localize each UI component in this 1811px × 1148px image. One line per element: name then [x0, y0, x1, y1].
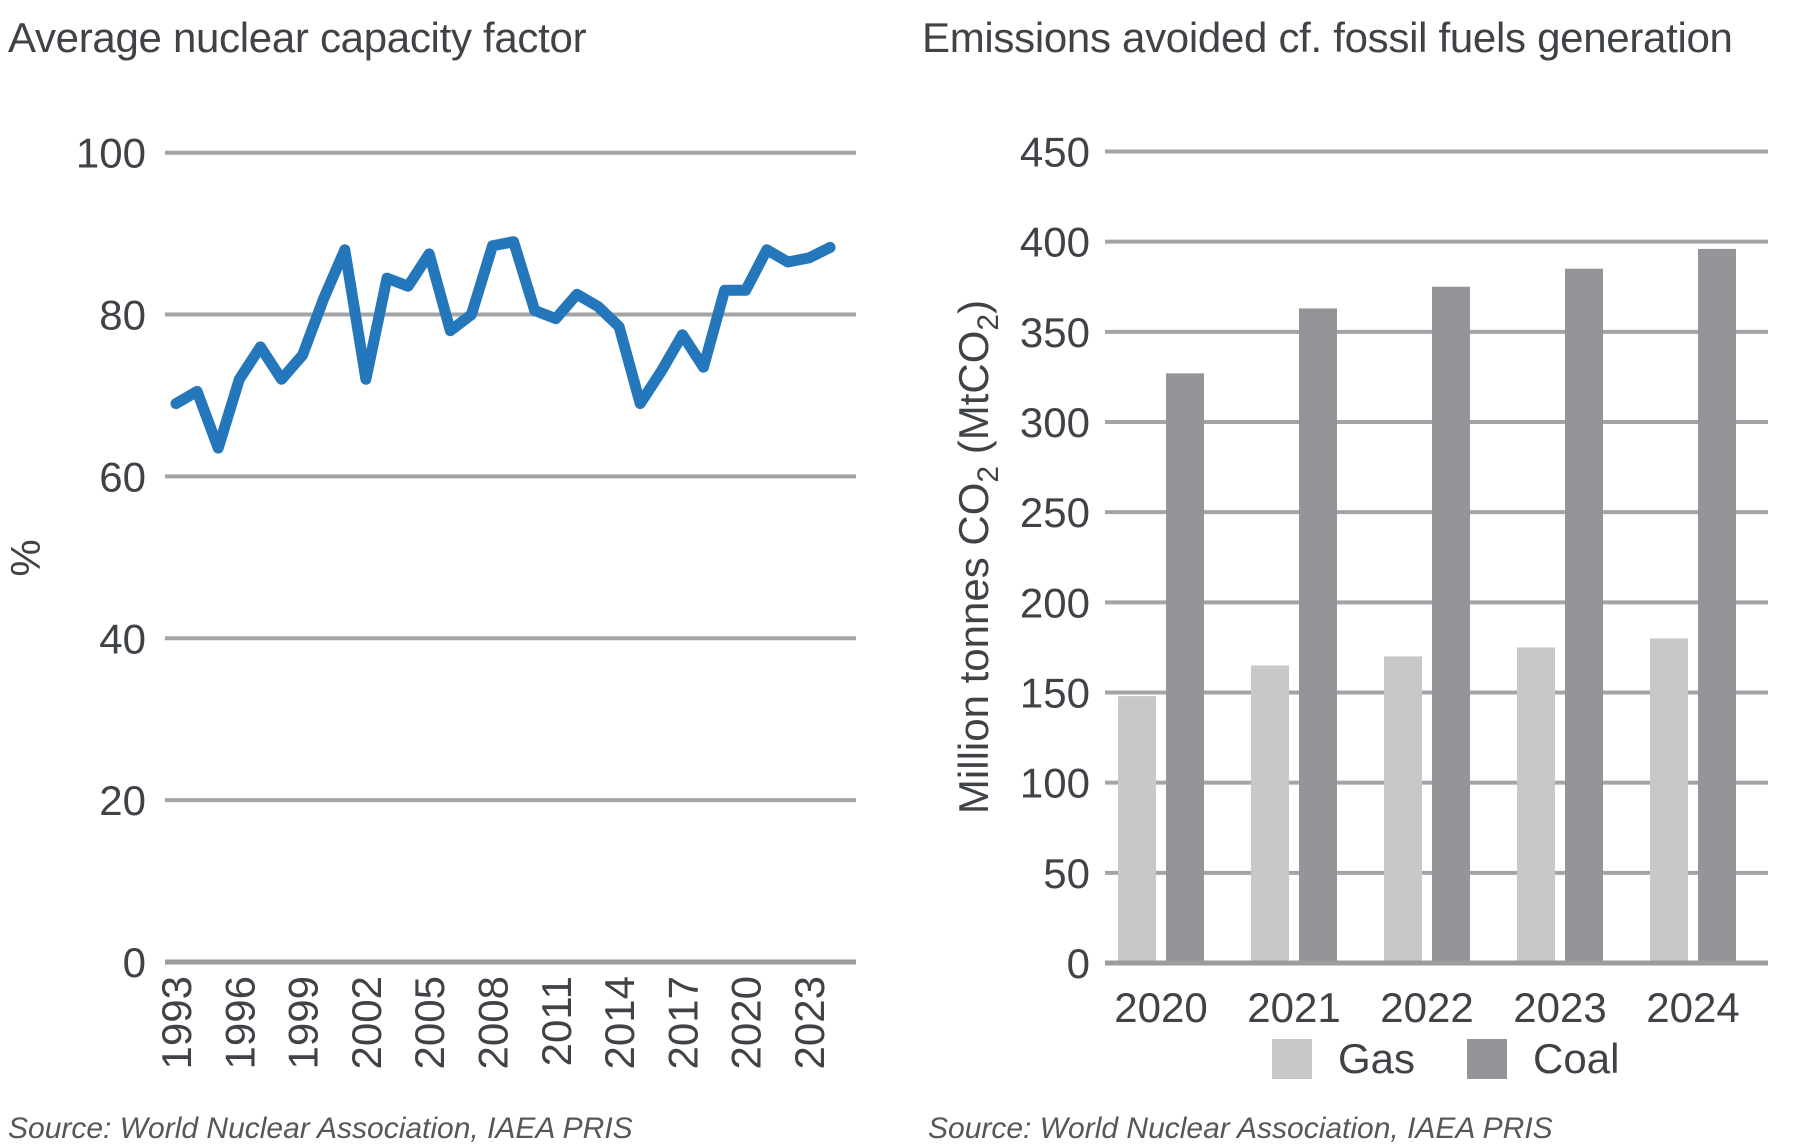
- legend-item-gas: Gas: [1272, 1035, 1415, 1083]
- left-y-tick-label-100: 100: [76, 130, 146, 177]
- right-y-tick-label-50: 50: [1043, 850, 1090, 897]
- left-x-tick-label-2014: 2014: [596, 976, 643, 1069]
- capacity-factor-line: [170, 236, 836, 454]
- bar-gas-2022: [1384, 656, 1422, 961]
- bar-gas-2020: [1118, 696, 1156, 961]
- right-y-tick-label-350: 350: [1020, 309, 1090, 356]
- left-x-tick-label-2008: 2008: [470, 976, 517, 1069]
- bar-gas-2021: [1251, 665, 1289, 961]
- bar-coal-2022: [1432, 286, 1470, 961]
- left-chart-title: Average nuclear capacity factor: [8, 14, 587, 61]
- right-chart-title: Emissions avoided cf. fossil fuels gener…: [922, 14, 1733, 61]
- left-y-tick-label-20: 20: [99, 777, 146, 824]
- right-y-tick-label-150: 150: [1020, 670, 1090, 717]
- bar-coal-2023: [1565, 268, 1603, 961]
- bar-coal-2024: [1698, 248, 1736, 962]
- left-x-tick-label-2005: 2005: [406, 976, 453, 1069]
- right-y-tick-label-400: 400: [1020, 219, 1090, 266]
- coal-legend-swatch: [1467, 1039, 1508, 1079]
- left-x-tick-label-2023: 2023: [786, 976, 833, 1069]
- left-x-tick-label-2017: 2017: [659, 976, 706, 1069]
- left-y-tick-label-40: 40: [99, 615, 146, 662]
- left-y-axis-label: %: [2, 539, 49, 576]
- right-x-tick-label-2021: 2021: [1247, 984, 1340, 1031]
- gas-legend-label: Gas: [1338, 1035, 1416, 1082]
- coal-legend-label: Coal: [1533, 1035, 1620, 1082]
- left-x-tick-label-2020: 2020: [723, 976, 770, 1069]
- right-y-tick-label-100: 100: [1020, 760, 1090, 807]
- left-source-text: Source: World Nuclear Association, IAEA …: [8, 1112, 633, 1145]
- right-y-axis-label: Million tonnes CO2 (MtCO2): [950, 300, 1005, 814]
- bar-chart-legend: Gas Coal: [1272, 1035, 1643, 1083]
- right-y-tick-label-200: 200: [1020, 579, 1090, 626]
- right-x-tick-label-2023: 2023: [1513, 984, 1606, 1031]
- bar-gas-2024: [1650, 638, 1688, 961]
- right-y-tick-label-300: 300: [1020, 399, 1090, 446]
- left-x-tick-label-2011: 2011: [533, 976, 580, 1066]
- right-x-tick-label-2020: 2020: [1114, 984, 1207, 1031]
- left-x-tick-label-1999: 1999: [280, 976, 327, 1069]
- bar-coal-2021: [1299, 308, 1337, 961]
- legend-item-coal: Coal: [1467, 1035, 1619, 1083]
- right-y-tick-label-250: 250: [1020, 489, 1090, 536]
- left-x-tick-label-1993: 1993: [153, 976, 200, 1069]
- right-x-tick-label-2024: 2024: [1646, 984, 1739, 1031]
- gas-legend-swatch: [1272, 1039, 1312, 1079]
- left-y-tick-label-80: 80: [99, 292, 146, 339]
- right-source-text: Source: World Nuclear Association, IAEA …: [928, 1112, 1553, 1145]
- right-x-tick-label-2022: 2022: [1380, 984, 1473, 1031]
- left-x-tick-label-2002: 2002: [343, 976, 390, 1069]
- bar-gas-2023: [1517, 647, 1555, 961]
- left-y-tick-label-0: 0: [123, 939, 146, 986]
- bar-coal-2020: [1166, 373, 1204, 961]
- right-y-tick-label-450: 450: [1020, 129, 1090, 176]
- right-y-tick-label-0: 0: [1067, 940, 1090, 987]
- left-y-tick-label-60: 60: [99, 453, 146, 500]
- left-x-tick-label-1996: 1996: [216, 976, 263, 1069]
